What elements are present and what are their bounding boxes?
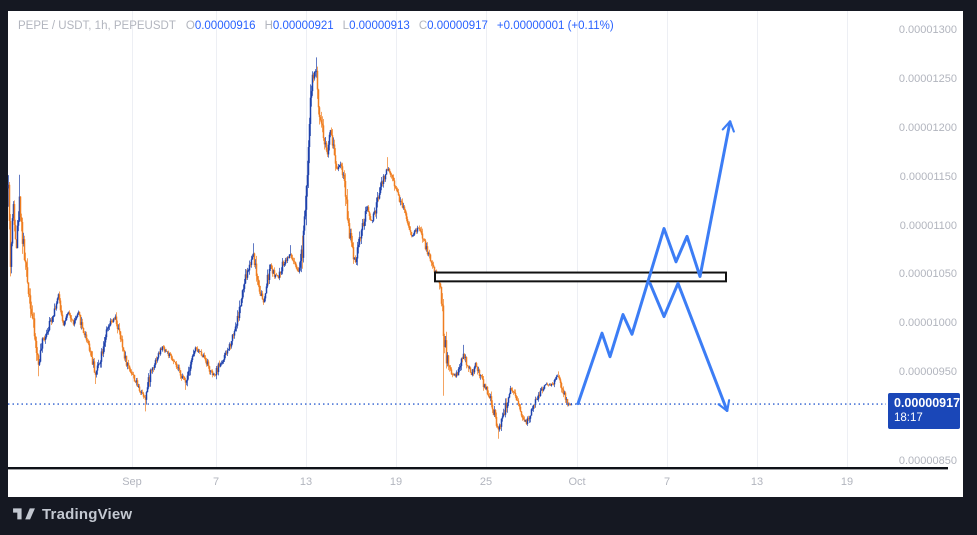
price-axis-label: 0.00001250 [898,73,957,85]
time-axis-label: 19 [840,476,854,488]
time-axis-label: 7 [212,476,220,488]
price-axis-label: 0.00001300 [898,24,957,36]
chart-panel [8,11,963,497]
price-scale[interactable]: 0.00001300 0.00001250 0.00001200 0.00001150… [880,11,963,468]
time-axis-label: 13 [750,476,764,488]
ohlc-segment: O0.00000916 [185,20,256,32]
price-axis-label: 0.00000950 [898,366,957,378]
price-change: +0.00000001 (+0.11%) [496,20,614,32]
grid-layer [132,11,848,467]
price-axis-label: 0.00000850 [898,455,957,467]
ohlc-segment: L0.00000913 [342,20,410,32]
symbol-legend[interactable]: PEPE / USDT, 1h, PEPEUSDT O0.00000916 H0.0… [18,19,614,33]
price-axis-label: 0.00001200 [898,122,957,134]
time-axis-label: 25 [479,476,493,488]
tradingview-logo-text: TradingView [42,506,133,523]
badge-price: 0.00000917 [894,396,961,410]
tradingview-logo-icon [13,508,35,520]
ohlc-values: O0.00000916 H0.00000921 L0.00000913 C0.0000… [186,20,497,32]
resistance-zone-box[interactable] [434,271,727,283]
ohlc-segment: H0.00000921 [264,20,334,32]
bearish-projection-arrow[interactable] [648,281,731,413]
symbol-title[interactable]: PEPE / USDT, 1h, PEPEUSDT [18,20,176,32]
price-axis-label: 0.00001150 [899,171,957,183]
ohlc-segment: C0.00000917 [418,20,488,32]
price-axis-label: 0.00001100 [899,220,957,232]
time-axis-label: 13 [299,476,313,488]
time-axis-label: 19 [389,476,403,488]
badge-countdown: 18:17 [894,412,923,424]
current-price-badge: 0.00000917 18:17 [888,393,960,429]
time-axis-label: 7 [663,476,671,488]
bullish-projection-arrow[interactable] [576,120,735,406]
time-axis-label: Oct [568,476,586,488]
price-axis-label: 0.00001050 [898,268,957,280]
price-axis-label: 0.00001000 [898,317,957,329]
time-axis-separator [8,467,948,470]
time-scale[interactable]: Sep 7 13 19 25 Oct 7 13 19 [8,470,963,497]
candles-layer [7,57,573,439]
time-axis-label: Sep [122,476,142,488]
tradingview-logo[interactable]: TradingView [13,506,132,523]
